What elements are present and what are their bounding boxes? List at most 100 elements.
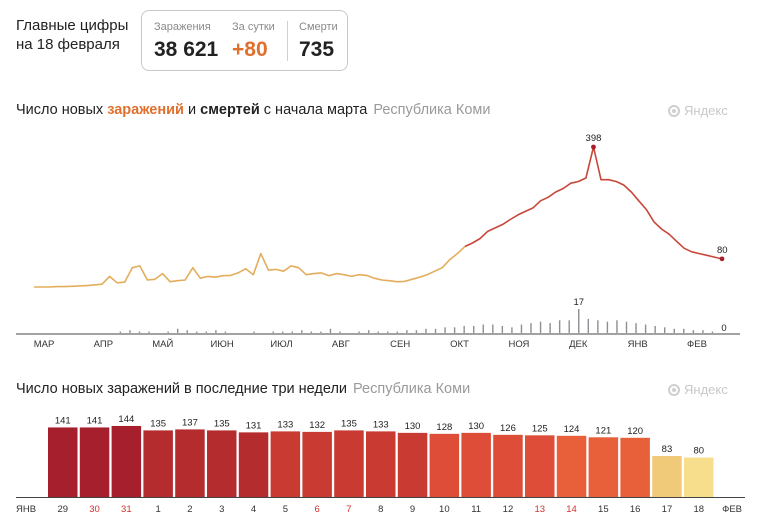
stat-deaths: Смерти 735	[299, 21, 338, 63]
deaths-bar	[186, 330, 188, 333]
bar	[270, 431, 301, 497]
deaths-bar	[587, 318, 590, 333]
bar	[684, 457, 714, 497]
stat-deaths-value: 735	[299, 38, 335, 61]
deaths-bar	[520, 324, 523, 333]
stat-deaths-label: Смерти	[299, 21, 338, 33]
stat-daily-cases-value: +80	[232, 38, 268, 61]
deaths-bar	[129, 330, 131, 333]
bar-value-label: 125	[532, 423, 548, 434]
bar-value-label: 132	[309, 420, 325, 431]
chart1-title-deaths-word: смертей	[200, 102, 260, 118]
cases-last-marker	[719, 256, 725, 262]
bar	[620, 437, 650, 497]
bar-day-label: 6	[315, 504, 320, 515]
bar-day-label: 1	[156, 504, 161, 515]
bar-day-label: 17	[662, 504, 673, 515]
deaths-bar	[568, 320, 570, 333]
brand-text-1: Яндекс	[684, 103, 728, 118]
bar	[48, 427, 78, 497]
chart1-month-label: ДЕК	[569, 339, 588, 350]
deaths-bar	[272, 331, 274, 333]
bar-value-label: 144	[118, 414, 134, 425]
deaths-bar	[511, 327, 513, 333]
deaths-bar	[453, 327, 456, 333]
bar-value-label: 130	[468, 421, 484, 432]
chart1-title-part1: Число новых	[16, 102, 108, 118]
bar-day-label: 8	[378, 504, 383, 515]
bar	[397, 432, 428, 497]
deaths-bar	[635, 323, 637, 333]
chart2-month-end-label: ФЕВ	[722, 504, 742, 515]
bar-day-label: 9	[410, 504, 415, 515]
cases-line-early	[34, 245, 466, 288]
chart1-region: Республика Коми	[373, 102, 491, 118]
brand-logo-2[interactable]: Яндекс	[668, 381, 728, 399]
bar-value-label: 131	[246, 420, 262, 431]
deaths-bar	[387, 331, 389, 333]
bar-value-label: 135	[214, 418, 230, 429]
deaths-bar	[692, 330, 695, 333]
chart1-title-cases-word: заражений	[107, 102, 184, 118]
deaths-bar	[434, 328, 437, 333]
bar-day-label: 5	[283, 504, 288, 515]
chart2-month-start-label: ЯНВ	[16, 504, 36, 515]
bar-day-label: 3	[219, 504, 224, 515]
deaths-bar	[501, 325, 504, 333]
stat-total-cases-value: 38 621	[154, 38, 219, 61]
cases-peak-marker	[591, 144, 596, 150]
bar	[652, 456, 682, 497]
bar	[556, 435, 587, 497]
bar-value-label: 135	[150, 418, 166, 429]
deaths-peak-label: 17	[573, 297, 584, 308]
chart1-title-part3: с начала марта	[259, 102, 368, 118]
deaths-bar	[367, 330, 370, 333]
bar-value-label: 124	[564, 424, 580, 435]
deaths-bar	[549, 323, 551, 333]
bar	[366, 431, 396, 497]
bar-day-label: 10	[439, 504, 450, 515]
deaths-bar	[329, 328, 332, 333]
brand-logo-1[interactable]: Яндекс	[668, 102, 728, 120]
deaths-bar	[377, 331, 379, 333]
deaths-bar	[558, 320, 561, 333]
chart1-month-label: МАЙ	[152, 338, 173, 350]
bar-day-label: 11	[471, 504, 481, 515]
deaths-bar	[224, 331, 227, 333]
bar-day-label: 2	[187, 504, 192, 515]
bar-day-label: 7	[346, 504, 351, 515]
deaths-bar	[396, 331, 399, 333]
stat-total-cases: Заражения 38 621	[154, 21, 218, 63]
bar-value-label: 135	[341, 418, 357, 429]
deaths-bar	[138, 331, 141, 333]
bar-day-label: 15	[598, 504, 609, 515]
deaths-bar	[578, 309, 580, 333]
deaths-bar	[625, 321, 628, 333]
bar-value-label: 128	[436, 422, 452, 433]
chart1-month-label: ЯНВ	[628, 339, 648, 350]
bar-value-label: 141	[87, 415, 103, 426]
deaths-last-label: 0	[721, 323, 726, 334]
bar-day-label: 29	[57, 504, 68, 515]
deaths-bar	[148, 331, 150, 333]
bar-value-label: 141	[55, 415, 71, 426]
deaths-bar	[616, 320, 618, 333]
bar	[175, 429, 205, 497]
chart1-title: Число новых заражений и смертей с начала…	[16, 101, 490, 119]
bar	[302, 431, 332, 497]
chart1-month-label: ОКТ	[450, 339, 469, 350]
chart1-month-label: АПР	[94, 339, 113, 350]
deaths-bar	[606, 321, 609, 333]
bar-value-label: 83	[662, 444, 673, 455]
key-figures-card: Заражения 38 621 За сутки +80 Смерти 735	[141, 10, 348, 71]
deaths-bar	[176, 328, 179, 333]
cases-last-label: 80	[717, 245, 728, 256]
deaths-bar	[444, 327, 446, 333]
chart2-title-text: Число новых заражений в последние три не…	[16, 381, 348, 397]
bar	[111, 425, 142, 497]
brand-ring-icon	[668, 384, 680, 396]
chart1-month-label: НОЯ	[508, 339, 529, 350]
bar	[334, 430, 364, 497]
bar	[493, 434, 523, 497]
